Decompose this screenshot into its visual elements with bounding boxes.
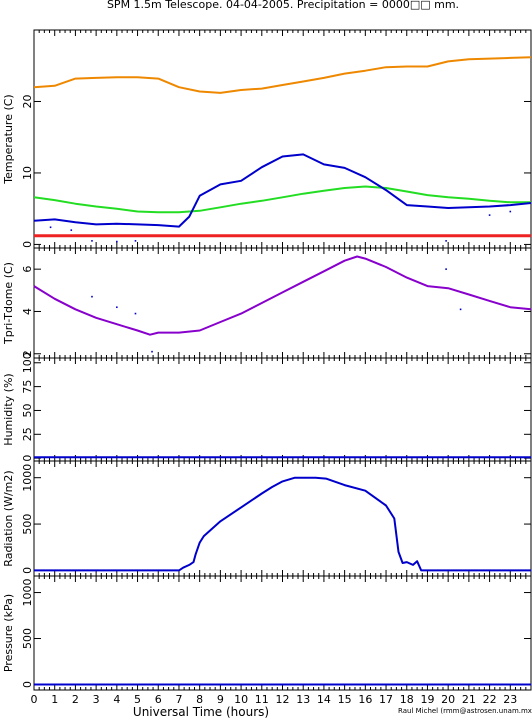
y-tick-label: 6 (21, 266, 34, 273)
x-axis-ticks: 0 1 2 3 4 5 6 7 8 9 10 11 12 13 14 15 16 17 18 19 20 21 22 23 (31, 693, 518, 706)
panel-1: 2 4 6 Tpri-Tdome (C) (2, 247, 532, 359)
x-tick-label: 18 (400, 693, 414, 706)
x-tick-label: 11 (255, 693, 269, 706)
y-axis-title: Pressure (kPa) (2, 594, 15, 672)
y-tick-label: 20 (21, 94, 34, 108)
series-line-blue (34, 476, 531, 572)
data-point (70, 229, 73, 231)
panel-0: 0 10 20 Temperature (C) (2, 29, 532, 249)
x-tick-label: 10 (234, 693, 248, 706)
x-tick-label: 4 (113, 693, 120, 706)
series-line-blue (33, 153, 532, 228)
data-point (116, 240, 118, 243)
series-line-purple (33, 255, 532, 336)
x-tick-label: 15 (338, 693, 352, 706)
x-tick-label: 22 (483, 693, 497, 706)
data-point (509, 210, 512, 213)
panel-frame (33, 357, 532, 462)
x-tick-label: 7 (175, 693, 182, 706)
y-tick-label: 25 (21, 427, 34, 441)
y-tick-label: 1000 (21, 579, 34, 607)
x-tick-label: 3 (93, 693, 100, 706)
x-tick-label: 13 (296, 693, 310, 706)
x-tick-label: 23 (503, 693, 517, 706)
x-tick-label: 12 (276, 693, 290, 706)
panel-frame (33, 29, 532, 249)
panel-frame (33, 460, 532, 577)
x-tick-label: 9 (217, 693, 224, 706)
y-tick-label: 500 (21, 514, 34, 535)
y-axis-title: Humidity (%) (2, 373, 15, 445)
y-tick-label: 0 (21, 681, 34, 688)
y-tick-label: 50 (21, 403, 34, 417)
panel-frame (33, 575, 532, 691)
x-tick-label: 5 (134, 693, 141, 706)
y-tick-label: 4 (21, 308, 34, 315)
data-point (134, 312, 137, 315)
y-axis-title: Tpri-Tdome (C) (2, 262, 15, 345)
x-tick-label: 2 (72, 693, 79, 706)
data-point (459, 308, 462, 311)
data-point (445, 268, 447, 270)
data-point (445, 240, 447, 242)
data-point (49, 226, 52, 229)
series-line-green (33, 185, 531, 214)
x-tick-label: 17 (379, 693, 393, 706)
y-tick-label: 0 (21, 455, 34, 462)
y-tick-label: 75 (21, 380, 34, 394)
data-point (91, 295, 93, 298)
y-tick-label: 500 (21, 628, 34, 649)
panel-2: 0 25 50 75 100 Humidity (%) (2, 352, 532, 462)
y-tick-label: 0 (21, 241, 34, 248)
data-point (91, 240, 93, 242)
x-tick-label: 14 (317, 693, 331, 706)
y-tick-label: 0 (21, 567, 34, 574)
data-point (488, 214, 491, 216)
panel-4: 0 500 1000 Pressure (kPa) (2, 575, 532, 691)
x-axis-title: Universal Time (hours) (133, 705, 269, 719)
x-tick-label: 1 (51, 693, 58, 706)
y-axis-title: Temperature (C) (2, 94, 15, 184)
x-tick-label: 21 (462, 693, 476, 706)
chart-panels: 0 10 20 Temperature (C) 2 4 6 Tpri-Tdome (C) 0 25… (2, 29, 532, 691)
x-tick-label: 16 (358, 693, 372, 706)
series-line-orange (33, 56, 532, 94)
y-tick-label: 1000 (21, 464, 34, 492)
x-tick-label: 19 (420, 693, 434, 706)
panel-frame (33, 247, 532, 359)
panel-3: 0 500 1000 Radiation (W/m2) (2, 460, 532, 577)
y-tick-label: 10 (21, 166, 34, 180)
x-tick-label: 6 (155, 693, 162, 706)
x-tick-label: 0 (31, 693, 38, 706)
data-point (116, 306, 118, 309)
data-point (134, 240, 137, 242)
y-tick-label: 2 (21, 350, 34, 357)
y-tick-label: 100 (21, 352, 34, 373)
data-point (151, 350, 153, 353)
chart-title: SPM 1.5m Telescope. 04-04-2005. Precipit… (107, 0, 459, 11)
credit-text: Raul Michel (rmm@astrosen.unam.mx) (398, 707, 532, 715)
x-tick-label: 20 (441, 693, 455, 706)
x-tick-label: 8 (196, 693, 203, 706)
y-axis-title: Radiation (W/m2) (2, 470, 15, 566)
